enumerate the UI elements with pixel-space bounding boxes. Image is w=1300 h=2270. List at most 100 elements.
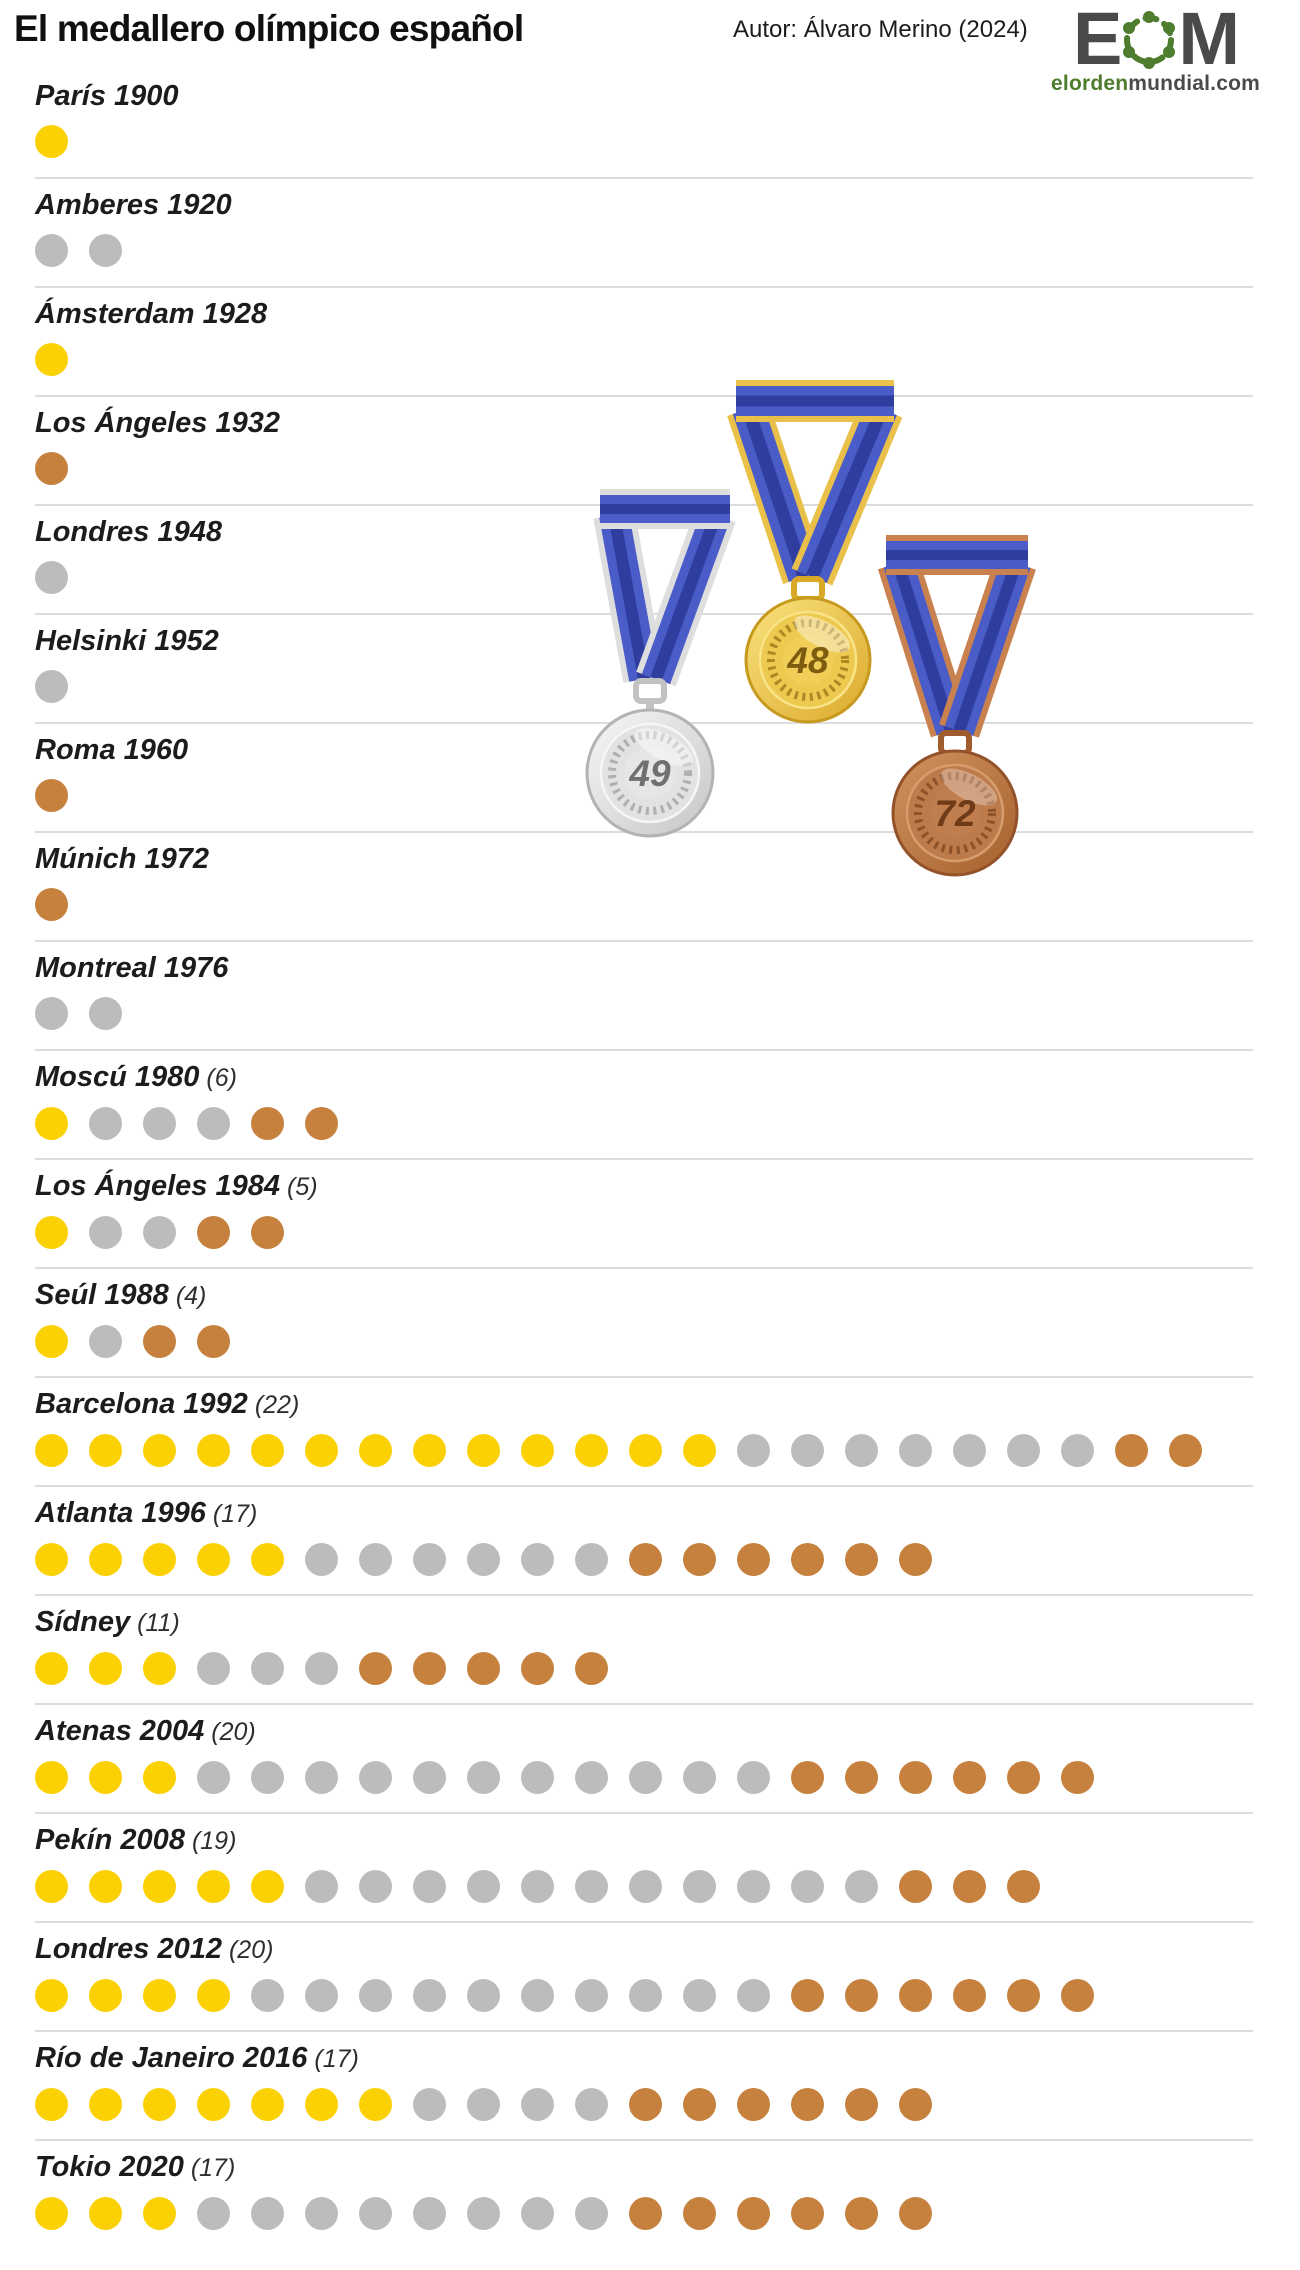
silver-medal-dot bbox=[305, 1543, 338, 1576]
games-name: Sídney bbox=[35, 1606, 131, 1638]
silver-medal-dot bbox=[467, 2088, 500, 2121]
gold-medal-dot bbox=[35, 1652, 68, 1685]
medal-dots bbox=[35, 561, 1300, 594]
gold-medal-dot bbox=[143, 2088, 176, 2121]
gold-medal-dot bbox=[89, 1543, 122, 1576]
bronze-medal-dot bbox=[845, 2088, 878, 2121]
games-name: Londres 1948 bbox=[35, 516, 222, 548]
bronze-medal-dot bbox=[575, 1652, 608, 1685]
gold-medal-dot bbox=[413, 1434, 446, 1467]
olympic-games-row: Moscú 1980 (6) bbox=[0, 1051, 1300, 1160]
bronze-medal-dot bbox=[35, 779, 68, 812]
bronze-medal-dot bbox=[35, 452, 68, 485]
silver-medal-dot bbox=[521, 1870, 554, 1903]
bronze-medal-dot bbox=[413, 1652, 446, 1685]
silver-medal-dot bbox=[89, 1107, 122, 1140]
medal-dots bbox=[35, 1216, 1300, 1249]
gold-medal-dot bbox=[89, 1434, 122, 1467]
silver-medal-dot bbox=[359, 1870, 392, 1903]
games-label: Roma 1960 bbox=[35, 724, 1300, 767]
silver-medal-dot bbox=[467, 1870, 500, 1903]
games-label: Montreal 1976 bbox=[35, 942, 1300, 985]
gold-medal-dot bbox=[143, 1979, 176, 2012]
silver-medal-dot bbox=[413, 2197, 446, 2230]
silver-medal-dot bbox=[845, 1870, 878, 1903]
eom-domain-dark: mundial.com bbox=[1128, 72, 1260, 95]
silver-medal-dot bbox=[629, 1870, 662, 1903]
bronze-medal-dot bbox=[197, 1325, 230, 1358]
medal-dots bbox=[35, 2197, 1300, 2230]
medal-dots bbox=[35, 1543, 1300, 1576]
bronze-medal-dot bbox=[737, 1543, 770, 1576]
bronze-medal-dot bbox=[251, 1107, 284, 1140]
olympic-games-row: Los Ángeles 1932 bbox=[0, 397, 1300, 506]
silver-medal-dot bbox=[251, 2197, 284, 2230]
games-label: Helsinki 1952 bbox=[35, 615, 1300, 658]
gold-medal-dot bbox=[35, 1979, 68, 2012]
gold-medal-dot bbox=[89, 1979, 122, 2012]
games-name: París 1900 bbox=[35, 80, 179, 112]
gold-medal-dot bbox=[35, 2197, 68, 2230]
bronze-medal-dot bbox=[845, 1979, 878, 2012]
olympic-games-row: Atenas 2004 (20) bbox=[0, 1705, 1300, 1814]
bronze-medal-dot bbox=[953, 1761, 986, 1794]
gold-medal-dot bbox=[251, 1543, 284, 1576]
silver-medal-dot bbox=[521, 1543, 554, 1576]
games-name: Atlanta 1996 bbox=[35, 1497, 206, 1529]
silver-medal-dot bbox=[89, 1325, 122, 1358]
olympic-games-row: Los Ángeles 1984 (5) bbox=[0, 1160, 1300, 1269]
medal-dots bbox=[35, 997, 1300, 1030]
olympic-games-row: Londres 1948 bbox=[0, 506, 1300, 615]
medal-dots bbox=[35, 888, 1300, 921]
silver-medal-dot bbox=[35, 234, 68, 267]
silver-medal-dot bbox=[575, 1761, 608, 1794]
bronze-medal-dot bbox=[737, 2088, 770, 2121]
silver-medal-dot bbox=[197, 1761, 230, 1794]
silver-medal-dot bbox=[575, 1979, 608, 2012]
silver-medal-dot bbox=[575, 1543, 608, 1576]
games-medal-count: (4) bbox=[175, 1282, 207, 1310]
olympic-games-row: Río de Janeiro 2016 (17) bbox=[0, 2032, 1300, 2141]
games-name: Londres 2012 bbox=[35, 1933, 222, 1965]
games-label: Los Ángeles 1932 bbox=[35, 397, 1300, 440]
silver-medal-dot bbox=[305, 2197, 338, 2230]
olympic-games-row: Atlanta 1996 (17) bbox=[0, 1487, 1300, 1596]
gold-medal-dot bbox=[197, 2088, 230, 2121]
gold-medal-dot bbox=[35, 343, 68, 376]
olympic-games-row: Roma 1960 bbox=[0, 724, 1300, 833]
bronze-medal-dot bbox=[35, 888, 68, 921]
medal-dots bbox=[35, 234, 1300, 267]
bronze-medal-dot bbox=[899, 1543, 932, 1576]
games-name: Múnich 1972 bbox=[35, 843, 210, 875]
gold-medal-dot bbox=[197, 1543, 230, 1576]
gold-medal-dot bbox=[197, 1434, 230, 1467]
gold-medal-dot bbox=[89, 1761, 122, 1794]
silver-medal-dot bbox=[251, 1761, 284, 1794]
gold-medal-dot bbox=[143, 1761, 176, 1794]
gold-medal-dot bbox=[35, 1761, 68, 1794]
bronze-medal-dot bbox=[899, 1979, 932, 2012]
bronze-medal-dot bbox=[251, 1216, 284, 1249]
gold-medal-dot bbox=[305, 2088, 338, 2121]
games-label: Moscú 1980 (6) bbox=[35, 1051, 1300, 1095]
silver-medal-dot bbox=[89, 1216, 122, 1249]
games-name: Helsinki 1952 bbox=[35, 625, 219, 657]
silver-medal-dot bbox=[413, 1761, 446, 1794]
silver-medal-dot bbox=[305, 1652, 338, 1685]
silver-medal-dot bbox=[737, 1979, 770, 2012]
gold-medal-dot bbox=[35, 1325, 68, 1358]
bronze-medal-dot bbox=[953, 1979, 986, 2012]
gold-medal-dot bbox=[89, 1652, 122, 1685]
bronze-medal-dot bbox=[467, 1652, 500, 1685]
olympic-games-row: Tokio 2020 (17) bbox=[0, 2141, 1300, 2250]
bronze-medal-dot bbox=[1007, 1979, 1040, 2012]
bronze-medal-dot bbox=[197, 1216, 230, 1249]
silver-medal-dot bbox=[305, 1761, 338, 1794]
author-credit: Autor: Álvaro Merino (2024) bbox=[733, 16, 1028, 43]
silver-medal-dot bbox=[305, 1870, 338, 1903]
logo-letter-m: M bbox=[1178, 0, 1240, 80]
olympic-games-row: Montreal 1976 bbox=[0, 942, 1300, 1051]
olympic-games-row: Barcelona 1992 (22) bbox=[0, 1378, 1300, 1487]
silver-medal-dot bbox=[791, 1870, 824, 1903]
medal-dots bbox=[35, 670, 1300, 703]
